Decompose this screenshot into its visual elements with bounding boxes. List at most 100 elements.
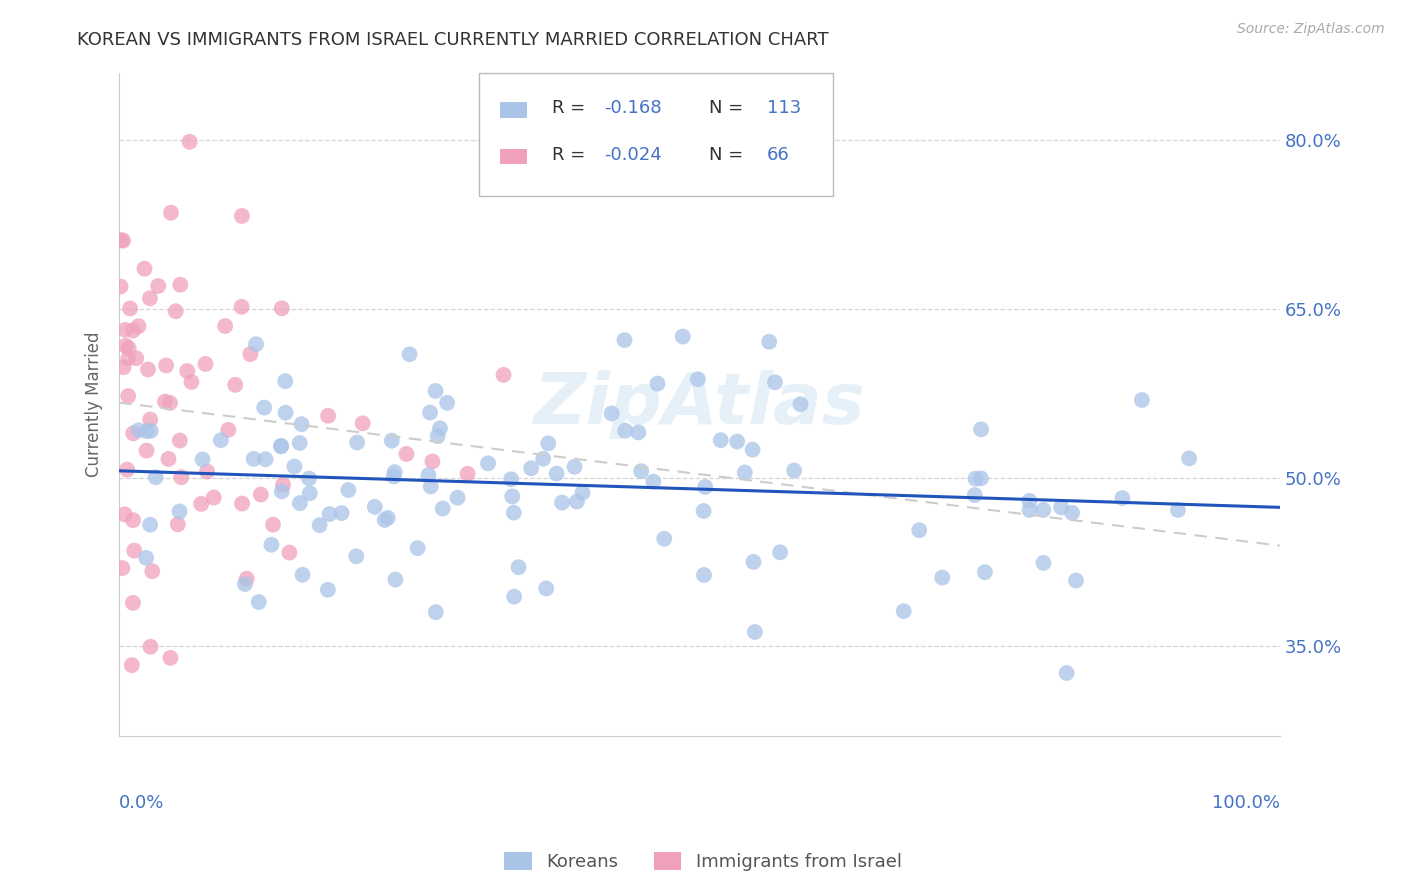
Point (120, 301, 142, 316)
Point (352, 417, 374, 431)
Point (693, 568, 716, 582)
Point (565, 494, 588, 508)
Point (501, 490, 523, 504)
Point (432, 501, 454, 516)
Point (963, 488, 986, 502)
Point (274, 374, 297, 388)
Point (153, 394, 176, 409)
Point (384, 465, 406, 479)
Point (627, 425, 650, 440)
Point (117, 341, 139, 355)
Text: -0.168: -0.168 (605, 99, 662, 117)
Point (169, 434, 191, 448)
Point (564, 459, 586, 474)
Point (169, 277, 191, 292)
Point (374, 513, 396, 527)
Point (734, 466, 756, 480)
Point (159, 650, 181, 665)
Text: -0.024: -0.024 (605, 145, 662, 163)
Point (250, 487, 273, 501)
Text: N =: N = (709, 99, 749, 117)
Point (364, 500, 387, 514)
Point (114, 339, 136, 353)
Point (377, 511, 399, 525)
Point (695, 480, 717, 494)
Point (477, 456, 499, 470)
Point (114, 508, 136, 522)
Point (1130, 392, 1153, 407)
Point (117, 351, 139, 366)
Point (316, 582, 339, 597)
Point (501, 472, 523, 486)
Point (316, 409, 339, 423)
Point (531, 451, 554, 466)
FancyBboxPatch shape (501, 102, 527, 118)
Point (647, 376, 669, 391)
Text: R =: R = (553, 99, 591, 117)
Point (122, 596, 145, 610)
Point (534, 582, 557, 596)
Point (384, 573, 406, 587)
Point (692, 504, 714, 518)
Point (398, 347, 420, 361)
Point (502, 506, 524, 520)
Point (436, 396, 458, 410)
Point (125, 351, 148, 366)
Point (1167, 503, 1189, 517)
Point (288, 436, 311, 450)
Point (190, 497, 212, 511)
Point (783, 463, 806, 477)
Point (270, 484, 292, 499)
Point (122, 426, 145, 441)
Point (139, 412, 162, 426)
Point (551, 495, 574, 509)
Point (492, 368, 515, 382)
Point (245, 337, 267, 351)
Point (274, 406, 297, 420)
Point (965, 472, 987, 486)
Point (614, 424, 637, 438)
Point (180, 375, 202, 389)
Point (1018, 503, 1040, 517)
Point (115, 462, 138, 476)
Point (426, 429, 449, 443)
Point (148, 279, 170, 293)
Point (169, 504, 191, 518)
Point (262, 517, 284, 532)
Point (381, 434, 404, 448)
Point (741, 442, 763, 457)
Point (157, 452, 180, 467)
Point (239, 347, 262, 361)
Point (122, 324, 145, 338)
Point (763, 376, 786, 390)
Point (110, 233, 132, 247)
Point (571, 485, 593, 500)
Point (112, 360, 135, 375)
Point (630, 464, 652, 478)
Point (1050, 500, 1073, 515)
Point (233, 577, 256, 591)
Point (298, 486, 321, 500)
Point (214, 318, 236, 333)
Point (121, 658, 143, 673)
Point (159, 396, 181, 410)
Point (1111, 491, 1133, 505)
Point (134, 261, 156, 276)
Point (931, 571, 953, 585)
Text: KOREAN VS IMMIGRANTS FROM ISRAEL CURRENTLY MARRIED CORRELATION CHART: KOREAN VS IMMIGRANTS FROM ISRAEL CURRENT… (77, 31, 830, 49)
Point (179, 135, 201, 149)
Point (270, 439, 292, 453)
Point (270, 301, 292, 316)
Point (546, 467, 568, 481)
Point (1062, 506, 1084, 520)
Point (789, 397, 811, 411)
Point (260, 538, 283, 552)
Point (139, 517, 162, 532)
Point (425, 605, 447, 619)
Point (600, 406, 623, 420)
Point (330, 506, 353, 520)
Point (139, 640, 162, 654)
Point (271, 478, 294, 492)
Text: 66: 66 (766, 145, 790, 163)
Point (758, 334, 780, 349)
